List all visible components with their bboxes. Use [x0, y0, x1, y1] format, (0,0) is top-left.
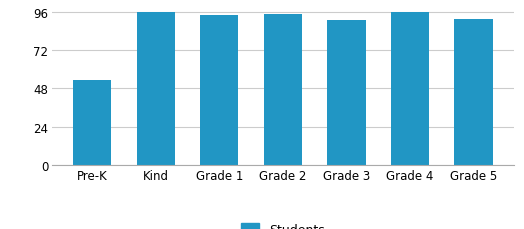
Bar — [454, 19, 493, 165]
Legend: Students: Students — [236, 218, 330, 229]
Bar — [73, 81, 112, 165]
Bar — [328, 21, 366, 165]
Bar — [391, 13, 429, 165]
Bar — [137, 13, 175, 165]
Bar — [200, 16, 238, 165]
Bar — [264, 15, 302, 165]
